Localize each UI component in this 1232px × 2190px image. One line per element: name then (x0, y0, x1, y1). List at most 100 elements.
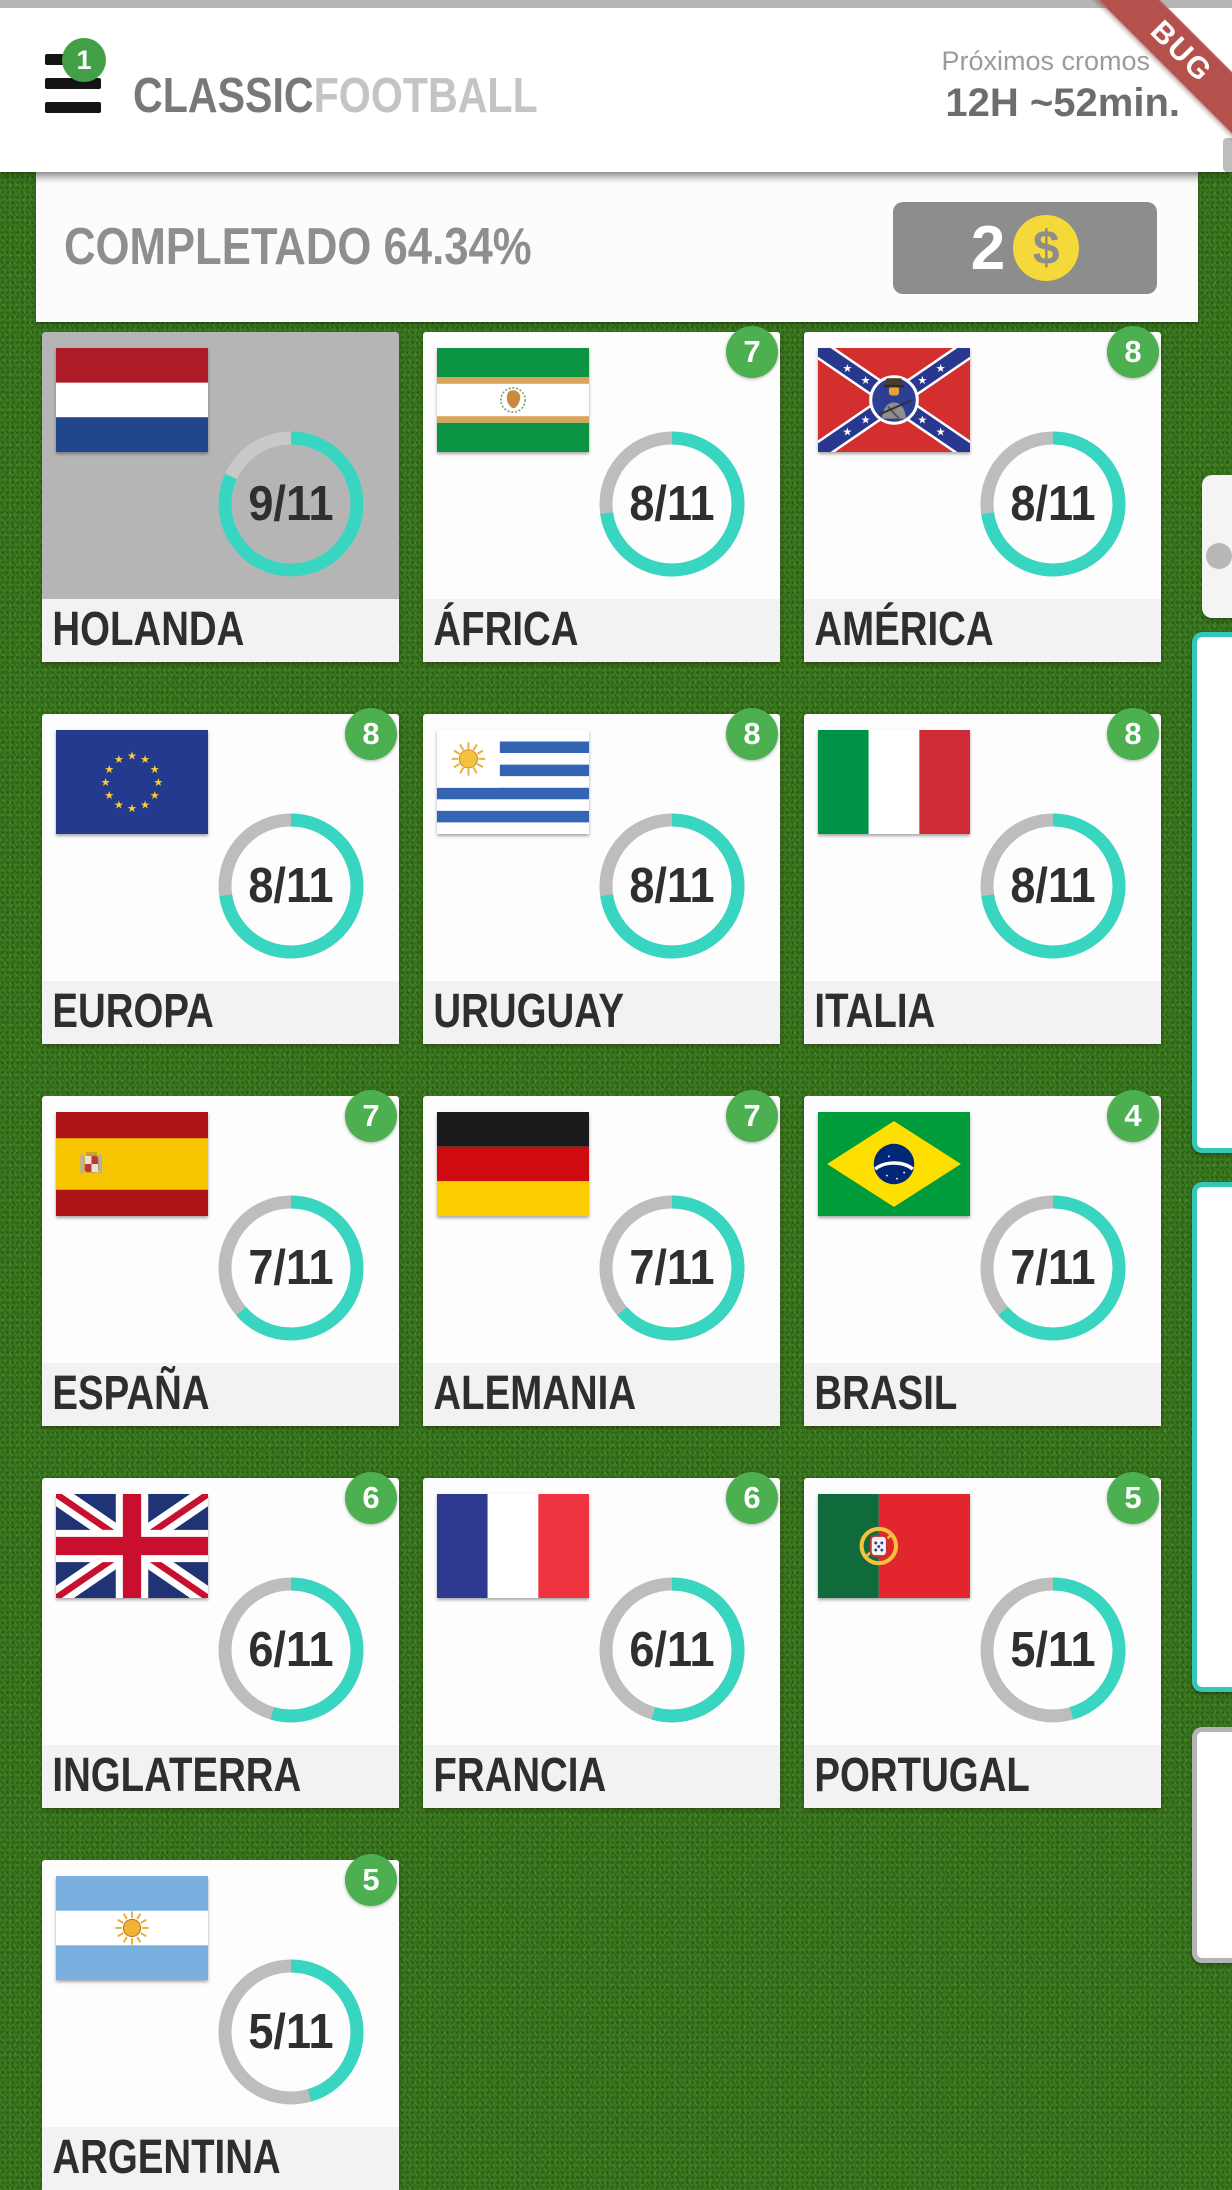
card-name: ARGENTINA (52, 2131, 281, 2184)
svg-text:★: ★ (150, 789, 160, 802)
coin-icon: $ (1013, 215, 1080, 281)
collection-card[interactable]: 8 ★ ★ ★ ★ ★ ★ ★ ★ 8/11 AMÉRICA (804, 326, 1161, 662)
coins-button[interactable]: 2 $ (893, 202, 1157, 294)
app-header: 1 CLASSICFOOTBALL Próximos cromos 12H ~5… (0, 8, 1232, 172)
scrollbar-thumb[interactable] (1223, 138, 1232, 172)
status-strip (0, 0, 1232, 8)
svg-text:★: ★ (917, 414, 927, 427)
coin-amount: 2 (970, 213, 1006, 283)
flag-image (818, 1494, 970, 1598)
flag-image (56, 1494, 208, 1598)
progress-ring: 9/11 (211, 424, 371, 584)
new-items-badge: 8 (345, 708, 397, 760)
card-name: ESPAÑA (52, 1367, 210, 1420)
app-title-football: FOOTBALL (313, 69, 538, 123)
new-items-badge: 8 (1107, 708, 1159, 760)
svg-text:★: ★ (101, 776, 111, 789)
flag-image: ★ ★ ★ ★ ★ ★ ★ ★ (818, 348, 970, 452)
app-title: CLASSICFOOTBALL (133, 68, 538, 124)
app-title-classic: CLASSIC (133, 69, 314, 123)
card-name: ÁFRICA (433, 603, 579, 656)
collection-card[interactable]: 8 ★ ★ ★ ★ ★ ★ ★ ★ ★ ★ ★ ★ 8/11 EUROPA (42, 708, 399, 1044)
svg-text:★: ★ (842, 426, 852, 439)
new-items-badge: 5 (345, 1854, 397, 1906)
card-name-strip: ESPAÑA (42, 1363, 399, 1426)
flag-image: ★ ★ ★ ★ ★ ★ ★ ★ ★ ★ ★ ★ (56, 730, 208, 834)
progress-ring: 8/11 (211, 806, 371, 966)
progress-count: 7/11 (629, 1241, 715, 1295)
new-items-badge: 6 (345, 1472, 397, 1524)
collection-card[interactable]: 5 5/11 ARGENTINA (42, 1854, 399, 2190)
progress-ring: 8/11 (592, 806, 752, 966)
card-name-strip: ARGENTINA (42, 2127, 399, 2190)
svg-text:★: ★ (127, 750, 137, 763)
card-name-strip: EUROPA (42, 981, 399, 1044)
card-name-strip: AMÉRICA (804, 599, 1161, 662)
flag-image (437, 1112, 589, 1216)
collection-card[interactable]: 5 5/11 PORTUGAL (804, 1472, 1161, 1808)
new-items-badge: 7 (726, 1090, 778, 1142)
progress-count: 6/11 (629, 1623, 715, 1677)
progress-ring: 6/11 (211, 1570, 371, 1730)
collection-card[interactable]: 7 7/11 ESPAÑA (42, 1090, 399, 1426)
side-tab-handle-4[interactable] (1192, 1727, 1232, 1963)
card-name: FRANCIA (433, 1749, 607, 1802)
card-name: INGLATERRA (52, 1749, 302, 1802)
completed-percentage-label: COMPLETADO 64.34% (64, 218, 532, 276)
svg-text:★: ★ (861, 374, 871, 387)
flag-image (56, 1876, 208, 1980)
new-items-badge: 7 (726, 326, 778, 378)
collection-card[interactable]: 4 7/11 BRASIL (804, 1090, 1161, 1426)
next-cards-info: Próximos cromos 12H ~52min. (941, 46, 1180, 126)
svg-text:★: ★ (104, 789, 114, 802)
collection-grid: 9/11 HOLANDA 7 8/11 ÁFRICA 8 ★ ★ ★ ★ ★ ★ ★ ★ (42, 326, 1161, 2190)
card-name-strip: ITALIA (804, 981, 1161, 1044)
card-name-strip: ÁFRICA (423, 599, 780, 662)
progress-count: 8/11 (1010, 477, 1096, 531)
progress-ring: 7/11 (211, 1188, 371, 1348)
svg-text:★: ★ (936, 362, 946, 375)
progress-ring: 7/11 (973, 1188, 1133, 1348)
flag-image (56, 1112, 208, 1216)
card-name: EUROPA (52, 985, 214, 1038)
svg-text:★: ★ (153, 776, 163, 789)
collection-card[interactable]: 7 7/11 ALEMANIA (423, 1090, 780, 1426)
collection-card[interactable]: 8 8/11 ITALIA (804, 708, 1161, 1044)
next-cards-countdown: 12H ~52min. (945, 81, 1180, 125)
side-tab-handle-3[interactable] (1192, 1182, 1232, 1692)
collection-card[interactable]: 6 6/11 FRANCIA (423, 1472, 780, 1808)
card-name-strip: FRANCIA (423, 1745, 780, 1808)
progress-ring: 6/11 (592, 1570, 752, 1730)
progress-ring: 8/11 (973, 424, 1133, 584)
new-items-badge: 8 (1107, 326, 1159, 378)
svg-text:★: ★ (114, 799, 124, 812)
card-name-strip: BRASIL (804, 1363, 1161, 1426)
progress-ring: 5/11 (973, 1570, 1133, 1730)
flag-image (818, 1112, 970, 1216)
menu-notification-badge: 1 (62, 38, 106, 82)
collection-card[interactable]: 9/11 HOLANDA (42, 332, 399, 662)
progress-count: 6/11 (248, 1623, 334, 1677)
collection-card[interactable]: 8 8/11 URUGUAY (423, 708, 780, 1044)
card-name-strip: ALEMANIA (423, 1363, 780, 1426)
flag-image (818, 730, 970, 834)
new-items-badge: 6 (726, 1472, 778, 1524)
card-name-strip: INGLATERRA (42, 1745, 399, 1808)
svg-text:★: ★ (150, 763, 160, 776)
progress-ring: 5/11 (211, 1952, 371, 2112)
progress-count: 5/11 (1010, 1623, 1096, 1677)
svg-text:★: ★ (140, 753, 150, 766)
tab-grip-icon (1206, 543, 1232, 569)
card-name: HOLANDA (52, 603, 245, 656)
new-items-badge: 7 (345, 1090, 397, 1142)
collection-card[interactable]: 6 6/11 INGLATERRA (42, 1472, 399, 1808)
collection-card[interactable]: 7 8/11 ÁFRICA (423, 326, 780, 662)
card-name: AMÉRICA (814, 603, 994, 656)
progress-ring: 8/11 (592, 424, 752, 584)
card-name: URUGUAY (433, 985, 625, 1038)
card-name-strip: PORTUGAL (804, 1745, 1161, 1808)
card-name: PORTUGAL (814, 1749, 1030, 1802)
side-tab-handle-1[interactable] (1202, 475, 1232, 618)
side-tab-handle-2[interactable] (1192, 632, 1232, 1153)
flag-image (437, 730, 589, 834)
